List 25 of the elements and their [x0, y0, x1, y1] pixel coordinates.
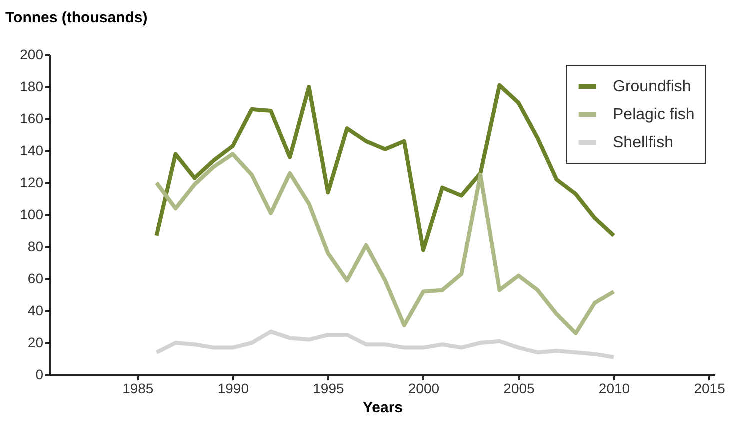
x-tick-label: 2010 [598, 380, 630, 396]
y-axis-title: Tonnes (thousands) [6, 10, 148, 26]
x-tick-label: 2015 [694, 380, 726, 396]
line-series [154, 330, 616, 360]
y-tick-label: 120 [20, 174, 44, 190]
y-tick-label: 200 [20, 46, 44, 62]
y-tick-label: 180 [20, 78, 44, 94]
x-tick-label: 2005 [504, 380, 536, 396]
x-tick-label: 1985 [122, 380, 154, 396]
y-tick-label: 80 [28, 238, 44, 254]
legend-label: Shellfish [613, 134, 674, 152]
y-tick-label: 100 [20, 206, 44, 222]
y-tick-label: 160 [20, 110, 44, 126]
y-tick-label: 140 [20, 142, 44, 158]
x-axis-title: Years [362, 400, 404, 416]
x-tick-label: 1995 [313, 380, 344, 396]
y-tick-label: 40 [28, 302, 44, 318]
line-series [154, 152, 616, 336]
legend-label: Groundfish [613, 78, 692, 96]
y-tick-label: 0 [36, 366, 44, 382]
y-tick-label: 20 [28, 334, 44, 350]
x-tick-label: 2000 [408, 380, 440, 396]
legend-label: Pelagic fish [613, 106, 695, 124]
x-tick-label: 1990 [218, 380, 250, 396]
y-tick-label: 60 [28, 270, 44, 286]
